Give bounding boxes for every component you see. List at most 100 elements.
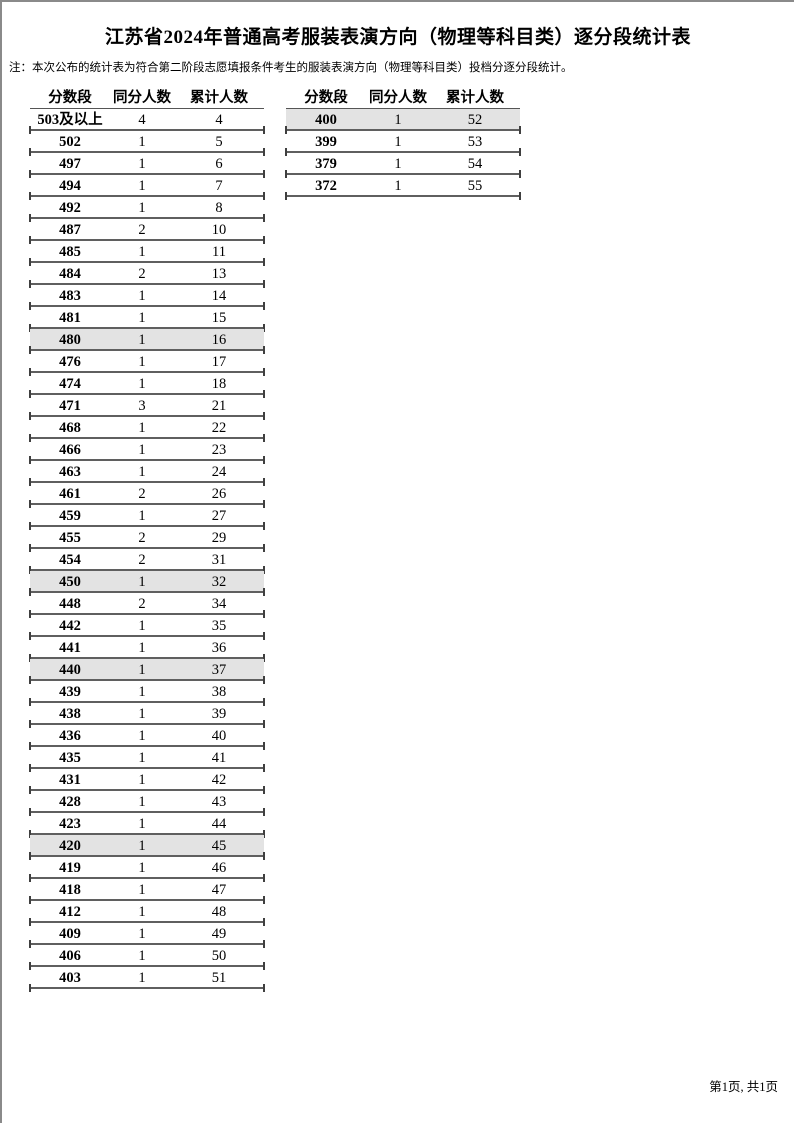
cumulative-cell: 36 bbox=[211, 640, 227, 656]
score-cell: 438 bbox=[59, 706, 81, 722]
table-row: 420 1 45 bbox=[29, 835, 265, 860]
score-cell: 448 bbox=[59, 596, 81, 612]
same-count-cell: 1 bbox=[138, 816, 146, 832]
same-count-cell: 4 bbox=[138, 112, 146, 128]
cumulative-cell: 4 bbox=[215, 112, 223, 128]
table-row: 428 1 43 bbox=[29, 791, 265, 816]
header-score-range: 分数段 bbox=[304, 90, 348, 106]
score-cell: 423 bbox=[59, 816, 81, 832]
table-row: 436 1 40 bbox=[29, 725, 265, 750]
same-count-cell: 1 bbox=[138, 574, 146, 590]
same-count-cell: 1 bbox=[138, 838, 146, 854]
cumulative-cell: 27 bbox=[211, 508, 227, 524]
cumulative-cell: 29 bbox=[211, 530, 227, 546]
table-rows: 503及以上 4 4 502 1 5 497 1 6 494 1 7 492 1 8 487 2 10 485 1 11… bbox=[29, 109, 265, 992]
same-count-cell: 2 bbox=[138, 530, 146, 546]
cumulative-cell: 15 bbox=[211, 310, 227, 326]
table-row: 439 1 38 bbox=[29, 681, 265, 706]
same-count-cell: 1 bbox=[138, 750, 146, 766]
same-count-cell: 1 bbox=[394, 112, 402, 128]
score-cell: 428 bbox=[59, 794, 81, 810]
same-count-cell: 1 bbox=[138, 420, 146, 436]
score-cell: 412 bbox=[59, 904, 81, 920]
score-cell: 372 bbox=[315, 178, 337, 194]
score-cell: 485 bbox=[59, 244, 81, 260]
score-cell: 440 bbox=[59, 662, 81, 678]
same-count-cell: 1 bbox=[394, 134, 402, 150]
cumulative-cell: 17 bbox=[211, 354, 227, 370]
score-cell: 480 bbox=[59, 332, 81, 348]
cumulative-cell: 35 bbox=[211, 618, 227, 634]
score-cell: 435 bbox=[59, 750, 81, 766]
same-count-cell: 1 bbox=[138, 882, 146, 898]
table-row: 448 2 34 bbox=[29, 593, 265, 618]
cumulative-cell: 50 bbox=[211, 948, 227, 964]
score-cell: 409 bbox=[59, 926, 81, 942]
table-row: 419 1 46 bbox=[29, 857, 265, 882]
score-cell: 466 bbox=[59, 442, 81, 458]
cumulative-cell: 32 bbox=[211, 574, 227, 590]
table-row: 471 3 21 bbox=[29, 395, 265, 420]
table-row: 441 1 36 bbox=[29, 637, 265, 662]
same-count-cell: 2 bbox=[138, 266, 146, 282]
score-cell: 494 bbox=[59, 178, 81, 194]
same-count-cell: 2 bbox=[138, 552, 146, 568]
same-count-cell: 1 bbox=[138, 288, 146, 304]
cumulative-cell: 51 bbox=[211, 970, 227, 986]
table-header-row: 分数段 同分人数 累计人数 bbox=[286, 88, 520, 109]
cumulative-cell: 24 bbox=[211, 464, 227, 480]
table-row: 403 1 51 bbox=[29, 967, 265, 992]
table-row: 450 1 32 bbox=[29, 571, 265, 596]
table-row: 423 1 44 bbox=[29, 813, 265, 838]
cumulative-cell: 55 bbox=[467, 178, 483, 194]
header-score-range: 分数段 bbox=[48, 90, 92, 106]
score-table-left: 分数段 同分人数 累计人数 503及以上 4 4 502 1 5 497 1 6 494 1 7 492… bbox=[29, 88, 265, 992]
score-cell: 492 bbox=[59, 200, 81, 216]
same-count-cell: 1 bbox=[138, 310, 146, 326]
cumulative-cell: 44 bbox=[211, 816, 227, 832]
score-cell: 419 bbox=[59, 860, 81, 876]
same-count-cell: 1 bbox=[138, 684, 146, 700]
table-row: 483 1 14 bbox=[29, 285, 265, 310]
cumulative-cell: 8 bbox=[215, 200, 223, 216]
table-row: 400 1 52 bbox=[285, 109, 521, 134]
same-count-cell: 1 bbox=[138, 200, 146, 216]
same-count-cell: 1 bbox=[138, 662, 146, 678]
same-count-cell: 2 bbox=[138, 486, 146, 502]
same-count-cell: 1 bbox=[138, 640, 146, 656]
cumulative-cell: 41 bbox=[211, 750, 227, 766]
score-table-right: 分数段 同分人数 累计人数 400 1 52 399 1 53 379 1 54 372 1 55 bbox=[285, 88, 521, 200]
cumulative-cell: 49 bbox=[211, 926, 227, 942]
same-count-cell: 1 bbox=[138, 354, 146, 370]
tables-container: 分数段 同分人数 累计人数 503及以上 4 4 502 1 5 497 1 6 494 1 7 492… bbox=[29, 88, 794, 992]
cumulative-cell: 14 bbox=[211, 288, 227, 304]
table-row: 412 1 48 bbox=[29, 901, 265, 926]
score-cell: 436 bbox=[59, 728, 81, 744]
cumulative-cell: 16 bbox=[211, 332, 227, 348]
same-count-cell: 1 bbox=[138, 464, 146, 480]
score-cell: 484 bbox=[59, 266, 81, 282]
score-cell: 463 bbox=[59, 464, 81, 480]
cumulative-cell: 21 bbox=[211, 398, 227, 414]
cumulative-cell: 40 bbox=[211, 728, 227, 744]
score-cell: 399 bbox=[315, 134, 337, 150]
table-row: 485 1 11 bbox=[29, 241, 265, 266]
table-row: 435 1 41 bbox=[29, 747, 265, 772]
table-row: 455 2 29 bbox=[29, 527, 265, 552]
cumulative-cell: 42 bbox=[211, 772, 227, 788]
table-row: 379 1 54 bbox=[285, 153, 521, 178]
score-cell: 439 bbox=[59, 684, 81, 700]
table-row: 468 1 22 bbox=[29, 417, 265, 442]
score-cell: 379 bbox=[315, 156, 337, 172]
same-count-cell: 2 bbox=[138, 222, 146, 238]
same-count-cell: 2 bbox=[138, 596, 146, 612]
score-cell: 420 bbox=[59, 838, 81, 854]
score-cell: 400 bbox=[315, 112, 337, 128]
cumulative-cell: 26 bbox=[211, 486, 227, 502]
cumulative-cell: 7 bbox=[215, 178, 223, 194]
table-row: 454 2 31 bbox=[29, 549, 265, 574]
cumulative-cell: 38 bbox=[211, 684, 227, 700]
cumulative-cell: 6 bbox=[215, 156, 223, 172]
table-row: 459 1 27 bbox=[29, 505, 265, 530]
